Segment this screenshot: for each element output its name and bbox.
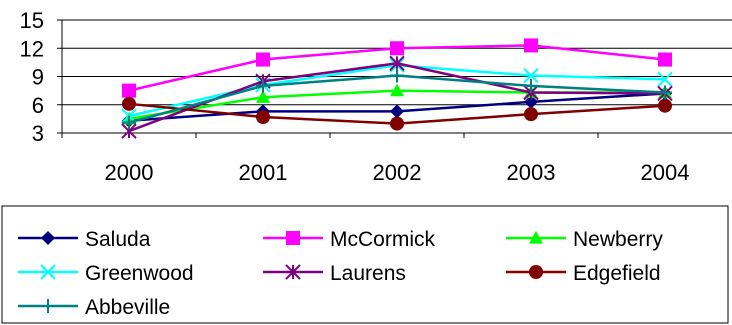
series-abbeville xyxy=(122,68,672,130)
x-tick-label: 2000 xyxy=(105,160,154,185)
data-point-mccormick xyxy=(390,41,404,56)
legend-label: McCormick xyxy=(330,228,435,251)
data-point-mccormick xyxy=(256,52,270,67)
legend-marker xyxy=(286,231,300,245)
legend-item-mccormick: McCormick xyxy=(263,228,435,251)
y-tick-label: 12 xyxy=(20,36,44,61)
y-tick-label: 3 xyxy=(32,121,44,146)
legend-item-newberry: Newberry xyxy=(506,228,663,251)
data-point-edgefield xyxy=(658,98,672,113)
series-mccormick xyxy=(122,38,672,98)
data-point-edgefield xyxy=(390,116,404,131)
data-point-greenwood xyxy=(657,71,673,88)
legend-label: Newberry xyxy=(573,228,663,251)
data-point-newberry xyxy=(390,83,404,97)
x-tick-label: 2003 xyxy=(507,160,556,185)
data-point-saluda xyxy=(390,104,404,119)
legend-label: Greenwood xyxy=(85,262,194,285)
legend-label: Abbeville xyxy=(85,296,170,319)
data-point-abbeville xyxy=(256,78,270,93)
legend-marker xyxy=(40,264,56,280)
x-tick-label: 2002 xyxy=(373,160,422,185)
legend-item-abbeville: Abbeville xyxy=(18,296,170,319)
legend-label: Laurens xyxy=(330,262,406,285)
legend-box xyxy=(1,205,729,324)
data-point-abbeville xyxy=(524,78,538,93)
legend-marker xyxy=(529,265,543,279)
legend-item-greenwood: Greenwood xyxy=(18,262,194,285)
data-point-mccormick xyxy=(524,38,538,53)
x-tick-label: 2004 xyxy=(641,160,690,185)
data-point-mccormick xyxy=(122,83,136,98)
legend-marker xyxy=(285,264,301,280)
data-point-abbeville xyxy=(658,85,672,100)
axes xyxy=(57,19,732,138)
tick-labels: 3 6 9 12 15 2000 2001 2002 2003 2004 xyxy=(20,8,690,185)
data-point-newberry xyxy=(256,90,270,103)
legend-label: Saluda xyxy=(85,228,151,251)
data-point-mccormick xyxy=(658,52,672,67)
legend-marker xyxy=(41,299,55,313)
data-point-edgefield xyxy=(122,96,136,111)
legend-item-edgefield: Edgefield xyxy=(506,262,661,285)
y-tick-label: 6 xyxy=(32,93,44,118)
data-point-abbeville xyxy=(122,115,136,130)
legend-marker xyxy=(41,231,55,245)
y-tick-label: 15 xyxy=(20,8,44,33)
x-tick-label: 2001 xyxy=(239,160,288,185)
legend: Saluda McCormick Newberry Greenwood Laurens E… xyxy=(18,228,663,319)
data-point-laurens xyxy=(389,55,405,72)
series-edgefield xyxy=(122,96,672,131)
legend-label: Edgefield xyxy=(573,262,661,285)
data-point-edgefield xyxy=(524,107,538,122)
legend-marker xyxy=(529,231,543,244)
series-group xyxy=(121,38,673,139)
data-point-edgefield xyxy=(256,109,270,124)
y-tick-label: 9 xyxy=(32,65,44,90)
data-point-saluda xyxy=(524,94,538,109)
data-point-greenwood xyxy=(523,67,539,84)
data-point-abbeville xyxy=(390,68,404,83)
legend-item-laurens: Laurens xyxy=(263,262,406,285)
legend-item-saluda: Saluda xyxy=(18,228,151,251)
